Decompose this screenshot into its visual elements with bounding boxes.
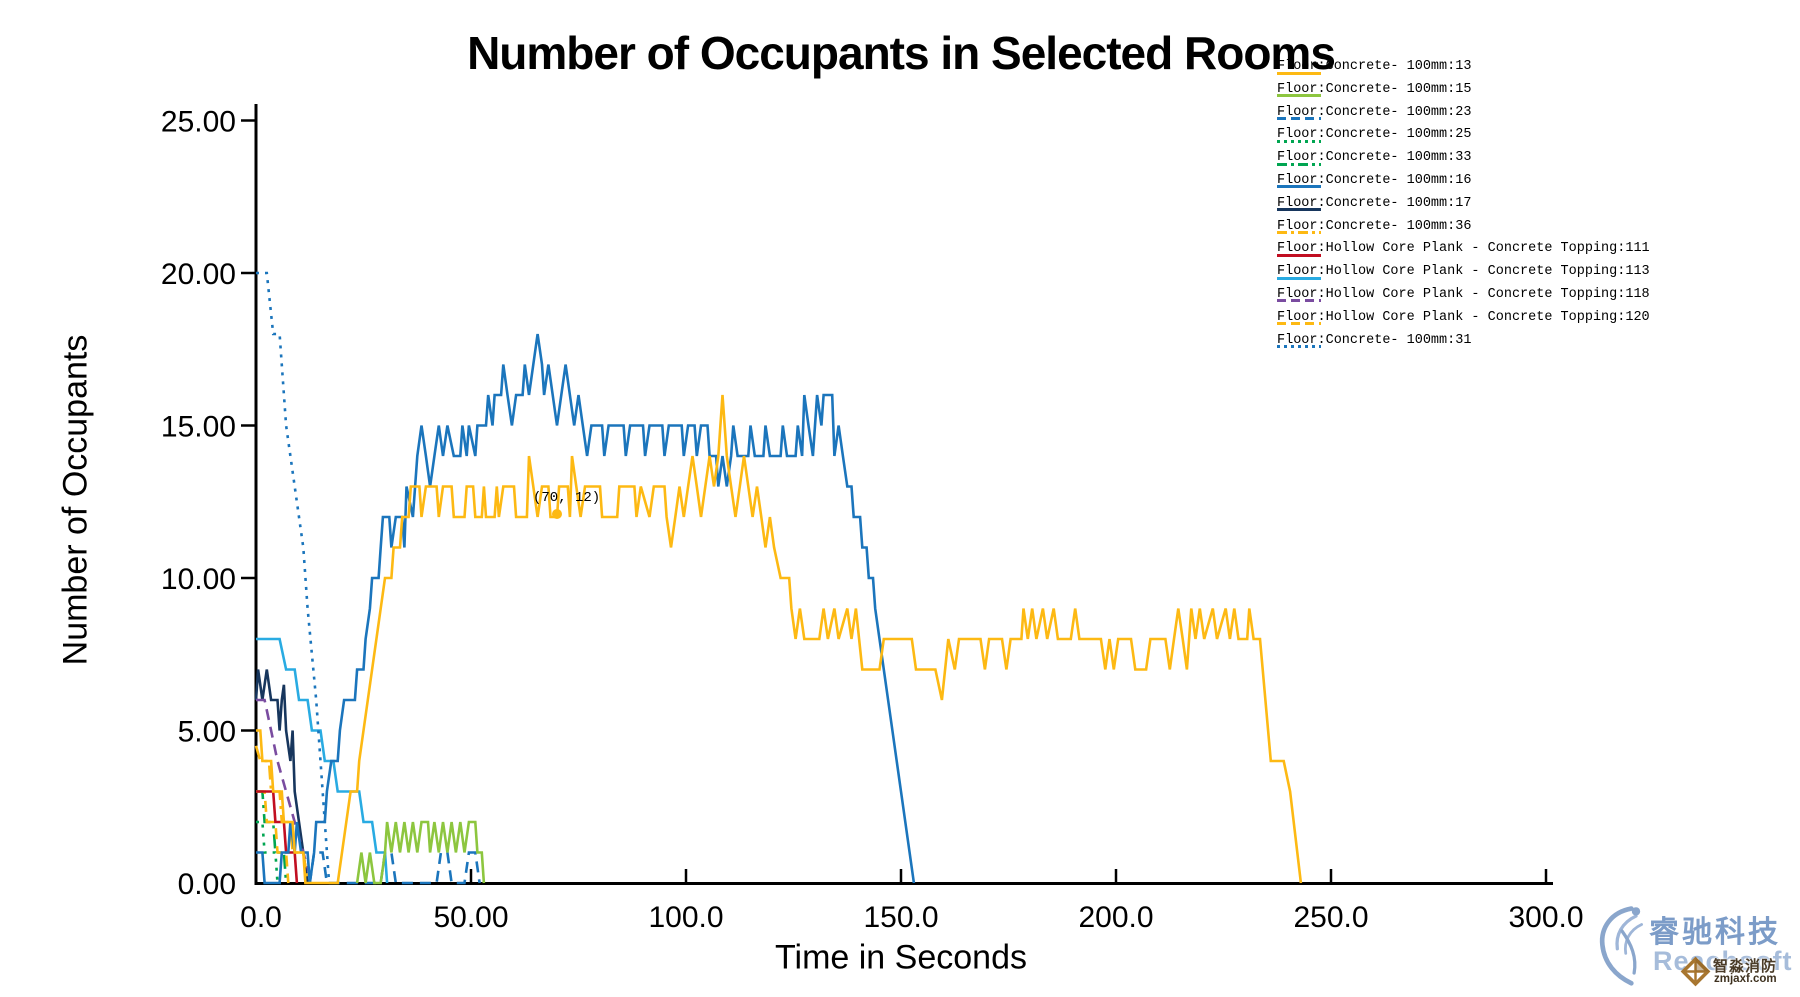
legend-entry: Floor:Concrete- 100mm:15 bbox=[1277, 79, 1577, 102]
x-tick-label: 200.0 bbox=[1078, 901, 1153, 934]
reachsoft-logo-icon bbox=[1599, 906, 1643, 986]
series-line bbox=[256, 637, 389, 884]
legend-entry: Floor:Hollow Core Plank - Concrete Toppi… bbox=[1277, 261, 1650, 284]
annotation-marker bbox=[552, 509, 562, 519]
watermark: 睿驰科技 Reachsoft 智淼消防 zmjaxf.com bbox=[1579, 893, 1794, 993]
y-tick-label: 20.00 bbox=[161, 258, 236, 291]
watermark-company-en: Reachsoft bbox=[1653, 946, 1793, 976]
series-line bbox=[355, 820, 486, 885]
badge-brand-cn: 智淼消防 bbox=[1713, 957, 1778, 975]
legend-label: Floor:Concrete- 100mm:33 bbox=[1277, 150, 1472, 166]
y-tick-label: 25.00 bbox=[161, 106, 236, 139]
series-line bbox=[254, 669, 309, 884]
chart-title: Number of Occupants in Selected Rooms bbox=[467, 27, 1336, 79]
watermark-company-cn: 睿驰科技 bbox=[1649, 915, 1781, 950]
legend-entry: Floor:Concrete- 100mm:16 bbox=[1277, 170, 1577, 193]
legend-label: Floor:Concrete- 100mm:17 bbox=[1277, 195, 1472, 211]
legend-line-sample bbox=[1277, 299, 1321, 303]
x-tick-label: 50.00 bbox=[433, 901, 508, 934]
legend-label: Floor:Concrete- 100mm:31 bbox=[1277, 332, 1472, 348]
legend-entry: Floor:Concrete- 100mm:23 bbox=[1277, 102, 1577, 125]
legend-label: Floor:Concrete- 100mm:25 bbox=[1277, 127, 1472, 143]
x-tick-label: 100.0 bbox=[648, 901, 723, 934]
series-line bbox=[256, 820, 279, 884]
legend-label: Floor:Concrete- 100mm:36 bbox=[1277, 218, 1472, 234]
legend-line-sample bbox=[1277, 253, 1321, 257]
legend-entry: Floor:Concrete- 100mm:31 bbox=[1277, 330, 1577, 353]
legend-entry: Floor:Concrete- 100mm:13 bbox=[1277, 56, 1577, 79]
legend-label: Floor:Concrete- 100mm:13 bbox=[1277, 59, 1472, 74]
legend-line-sample bbox=[1277, 162, 1321, 166]
y-tick-label: 0.00 bbox=[178, 868, 236, 901]
legend-entry: Floor:Hollow Core Plank - Concrete Toppi… bbox=[1277, 238, 1650, 261]
x-tick-label: 150.0 bbox=[863, 901, 938, 934]
legend-entry: Floor:Concrete- 100mm:25 bbox=[1277, 124, 1577, 147]
legend-entry: Floor:Hollow Core Plank - Concrete Toppi… bbox=[1277, 284, 1650, 307]
legend-line-sample bbox=[1277, 94, 1321, 98]
legend-entry: Floor:Concrete- 100mm:17 bbox=[1277, 193, 1577, 216]
legend-label: Floor:Hollow Core Plank - Concrete Toppi… bbox=[1277, 286, 1650, 302]
x-tick-label: 250.0 bbox=[1293, 901, 1368, 934]
series-line bbox=[256, 271, 331, 884]
series-line bbox=[308, 851, 481, 885]
legend: Floor:Concrete- 100mm:13 Floor:Concrete- … bbox=[1277, 56, 1650, 353]
y-tick-label: 10.00 bbox=[161, 563, 236, 596]
legend-line-sample bbox=[1277, 322, 1321, 326]
zmjaxf-badge: 智淼消防 zmjaxf.com bbox=[1679, 953, 1797, 993]
legend-line-sample bbox=[1277, 71, 1321, 75]
y-axis-label: Number of Occupants bbox=[56, 334, 95, 666]
legend-label: Floor:Hollow Core Plank - Concrete Toppi… bbox=[1277, 241, 1650, 257]
legend-entry: Floor:Concrete- 100mm:33 bbox=[1277, 147, 1577, 170]
legend-line-sample bbox=[1277, 185, 1321, 189]
legend-label: Floor:Hollow Core Plank - Concrete Toppi… bbox=[1277, 264, 1650, 280]
legend-entry: Floor:Concrete- 100mm:36 bbox=[1277, 216, 1577, 239]
badge-url: zmjaxf.com bbox=[1714, 973, 1777, 985]
x-axis-label: Time in Seconds bbox=[775, 938, 1027, 977]
legend-line-sample bbox=[1277, 208, 1321, 212]
legend-label: Floor:Hollow Core Plank - Concrete Toppi… bbox=[1277, 309, 1650, 325]
legend-line-sample bbox=[1277, 139, 1321, 143]
legend-label: Floor:Concrete- 100mm:16 bbox=[1277, 172, 1472, 188]
legend-line-sample bbox=[1277, 276, 1321, 280]
x-tick-label: 0.0 bbox=[240, 901, 282, 934]
y-tick-label: 15.00 bbox=[161, 411, 236, 444]
series-line bbox=[256, 333, 916, 885]
series-line bbox=[256, 394, 1303, 885]
legend-label: Floor:Concrete- 100mm:23 bbox=[1277, 104, 1472, 120]
annotation-label: (70, 12) bbox=[533, 490, 600, 506]
legend-line-sample bbox=[1277, 345, 1321, 349]
legend-line-sample bbox=[1277, 117, 1321, 121]
legend-entry: Floor:Hollow Core Plank - Concrete Toppi… bbox=[1277, 307, 1650, 330]
y-tick-label: 5.00 bbox=[178, 716, 236, 749]
legend-label: Floor:Concrete- 100mm:15 bbox=[1277, 81, 1472, 97]
zhimiao-diamond-icon bbox=[1680, 956, 1711, 987]
legend-line-sample bbox=[1277, 231, 1321, 235]
x-tick-label: 300.0 bbox=[1508, 901, 1583, 934]
